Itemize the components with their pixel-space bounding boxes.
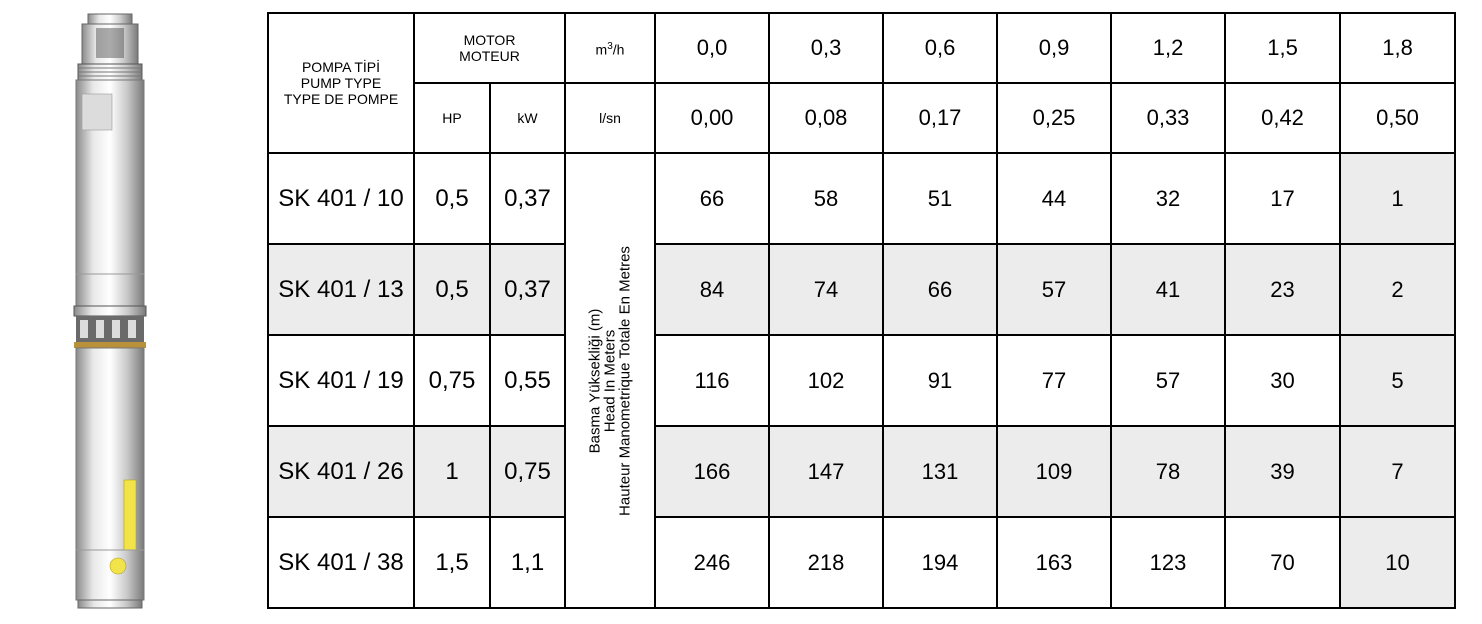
- kw-cell: 0,37: [488, 243, 567, 336]
- hp-cell: 0,5: [413, 243, 491, 336]
- head-value-cell: 2: [1339, 243, 1457, 336]
- head-value-cell: 32: [1110, 152, 1227, 245]
- head-label-fr: Hauteur Manometrique Totale En Metres: [616, 245, 634, 516]
- table-row: SK 401 / 26 1 0,75 166 147 131 109 78 39…: [267, 425, 1457, 518]
- table-row: SK 401 / 10 0,5 0,37 Basma Yüksekliği (m…: [267, 152, 1457, 609]
- head-value-cell: 78: [1110, 425, 1227, 518]
- head-value-cell: 218: [768, 516, 885, 609]
- head-value-cell: 123: [1110, 516, 1227, 609]
- model-cell: SK 401 / 13: [267, 243, 415, 336]
- flow-lsn-cell: 0,25: [996, 82, 1113, 154]
- head-value-cell: 66: [654, 152, 771, 245]
- head-value-cell: 109: [996, 425, 1113, 518]
- table-row: SK 401 / 19 0,75 0,55 116 102 91 77 57 3…: [267, 334, 1457, 427]
- head-value-cell: 66: [882, 243, 999, 336]
- motor-label-tr: MOTOR: [463, 32, 516, 48]
- head-value-cell: 116: [654, 334, 771, 427]
- head-value-cell: 131: [882, 425, 999, 518]
- flow-m3h-cell: 1,8: [1339, 12, 1457, 84]
- flow-m3h-cell: 0,6: [882, 12, 999, 84]
- flow-m3h-cell: 1,5: [1224, 12, 1342, 84]
- head-value-cell: 1: [1339, 152, 1457, 245]
- pump-type-tr: POMPA TİPİ: [301, 59, 381, 75]
- head-value-cell: 41: [1110, 243, 1227, 336]
- hp-header: HP: [413, 82, 491, 154]
- head-value-cell: 57: [996, 243, 1113, 336]
- kw-cell: 0,75: [488, 425, 567, 518]
- flow-lsn-cell: 0,08: [768, 82, 885, 154]
- head-label-en: Head In Meters: [601, 329, 619, 432]
- model-cell: SK 401 / 38: [267, 516, 415, 609]
- flow-lsn-cell: 0,50: [1339, 82, 1457, 154]
- pump-type-fr: TYPE DE POMPE: [283, 91, 399, 107]
- flow-unit-m3h: m3/h: [564, 12, 657, 84]
- flow-lsn-cell: 0,17: [882, 82, 999, 154]
- head-label: Basma Yüksekliği (m) Head In Meters Haut…: [586, 245, 634, 516]
- hp-cell: 1: [413, 425, 491, 518]
- head-value-cell: 147: [768, 425, 885, 518]
- motor-header: MOTOR MOTEUR: [412, 12, 567, 84]
- kw-cell: 0,55: [488, 334, 567, 427]
- head-label-cell: Basma Yüksekliği (m) Head In Meters Haut…: [564, 152, 657, 609]
- hp-cell: 0,5: [413, 152, 491, 245]
- head-value-cell: 77: [996, 334, 1113, 427]
- head-label-tr: Basma Yüksekliği (m): [586, 308, 604, 453]
- head-value-cell: 163: [996, 516, 1113, 609]
- kw-cell: 0,37: [488, 152, 567, 245]
- head-value-cell: 74: [768, 243, 885, 336]
- head-value-cell: 51: [882, 152, 999, 245]
- flow-lsn-cell: 0,33: [1110, 82, 1227, 154]
- head-value-cell: 17: [1224, 152, 1342, 245]
- model-cell: SK 401 / 10: [267, 152, 415, 245]
- kw-cell: 1,1: [488, 516, 567, 609]
- flow-lsn-cell: 0,00: [654, 82, 771, 154]
- head-value-cell: 30: [1224, 334, 1342, 427]
- flow-lsn-cell: 0,42: [1224, 82, 1342, 154]
- head-value-cell: 23: [1224, 243, 1342, 336]
- head-value-cell: 39: [1224, 425, 1342, 518]
- model-cell: SK 401 / 26: [267, 425, 415, 518]
- head-value-cell: 44: [996, 152, 1113, 245]
- head-value-cell: 7: [1339, 425, 1457, 518]
- head-value-cell: 166: [654, 425, 771, 518]
- flow-m3h-cell: 0,3: [768, 12, 885, 84]
- head-value-cell: 84: [654, 243, 771, 336]
- kw-header: kW: [488, 82, 567, 154]
- head-value-cell: 58: [768, 152, 885, 245]
- pump-type-header: POMPA TİPİ PUMP TYPE TYPE DE POMPE: [267, 12, 415, 154]
- table-row: SK 401 / 38 1,5 1,1 246 218 194 163 123 …: [267, 516, 1457, 609]
- flow-m3h-cell: 0,0: [654, 12, 771, 84]
- flow-m3h-cell: 0,9: [996, 12, 1113, 84]
- pump-performance-table: POMPA TİPİ PUMP TYPE TYPE DE POMPE MOTOR…: [267, 12, 1457, 609]
- hp-cell: 0,75: [413, 334, 491, 427]
- table-row: SK 401 / 13 0,5 0,37 84 74 66 57 41 23 2: [267, 243, 1457, 336]
- flow-unit-lsn: l/sn: [564, 82, 657, 154]
- head-value-cell: 70: [1224, 516, 1342, 609]
- head-value-cell: 102: [768, 334, 885, 427]
- flow-m3h-cell: 1,2: [1110, 12, 1227, 84]
- head-value-cell: 91: [882, 334, 999, 427]
- model-cell: SK 401 / 19: [267, 334, 415, 427]
- head-value-cell: 5: [1339, 334, 1457, 427]
- hp-cell: 1,5: [413, 516, 491, 609]
- head-value-cell: 246: [654, 516, 771, 609]
- head-value-cell: 57: [1110, 334, 1227, 427]
- motor-label-fr: MOTEUR: [459, 48, 520, 64]
- pump-type-en: PUMP TYPE: [300, 75, 382, 91]
- head-value-cell: 10: [1339, 516, 1457, 609]
- submersible-pump-image: [73, 13, 147, 609]
- head-value-cell: 194: [882, 516, 999, 609]
